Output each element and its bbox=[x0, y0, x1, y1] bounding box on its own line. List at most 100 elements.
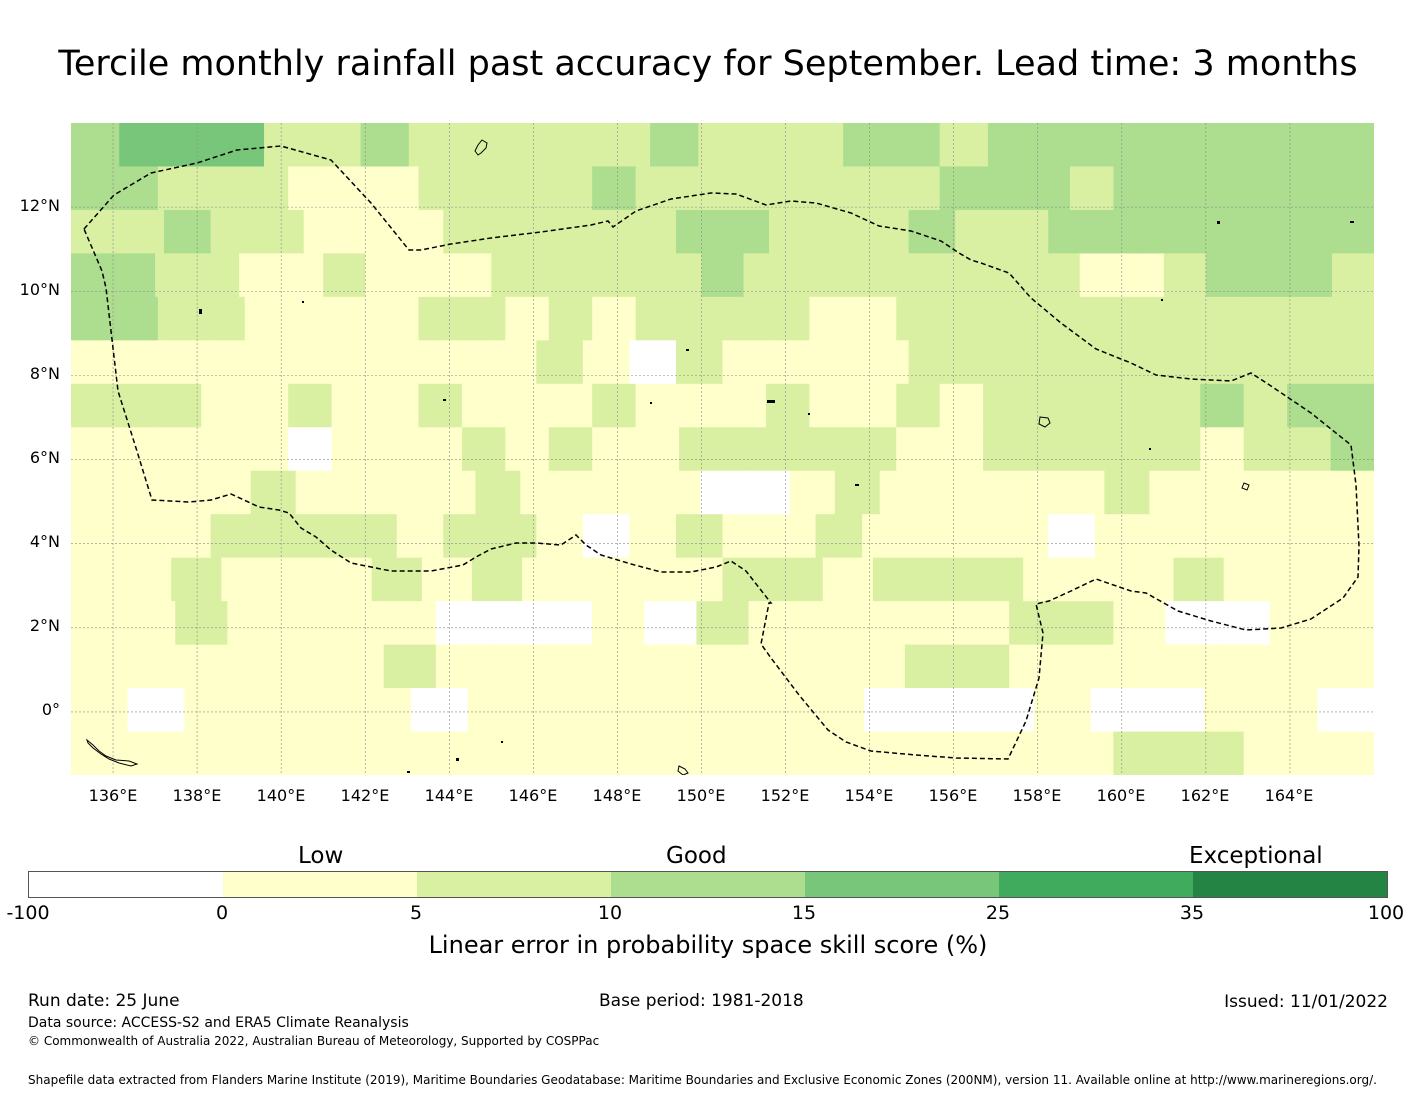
skill-grid-cell bbox=[809, 427, 854, 472]
skill-grid-cell bbox=[995, 253, 1039, 298]
skill-grid-cell bbox=[957, 601, 1010, 646]
skill-grid-cell bbox=[1287, 427, 1332, 472]
skill-grid-cell bbox=[1113, 166, 1158, 211]
skill-grid-cell bbox=[71, 296, 116, 341]
skill-grid-cell bbox=[1239, 470, 1285, 515]
skill-grid-cells bbox=[71, 123, 1374, 775]
skill-grid-cell bbox=[471, 557, 523, 602]
guam-island-outline bbox=[474, 139, 488, 156]
colorbar-band-15-25 bbox=[805, 872, 1000, 897]
skill-grid-cell bbox=[939, 296, 984, 341]
skill-grid-cell bbox=[834, 470, 881, 515]
skill-grid-cell bbox=[303, 514, 351, 559]
skill-grid-cell bbox=[1287, 383, 1332, 428]
skill-grid-cell bbox=[157, 383, 202, 428]
skill-grid-cell bbox=[164, 514, 212, 559]
skill-grid-cell bbox=[1069, 166, 1114, 211]
skill-grid-cell bbox=[872, 557, 924, 602]
skill-grid-cell bbox=[675, 340, 724, 385]
skill-grid-cell bbox=[160, 470, 207, 515]
skill-grid-cell bbox=[1330, 296, 1374, 341]
chuuk-atoll-outline bbox=[1038, 416, 1051, 428]
skill-grid-cell bbox=[383, 601, 437, 646]
skill-grid-cell bbox=[629, 514, 677, 559]
skill-grid-cell bbox=[119, 123, 169, 168]
skill-grid-cell bbox=[71, 731, 202, 775]
skill-grid-cell bbox=[746, 123, 796, 168]
skill-grid-cell bbox=[822, 557, 874, 602]
colorbar-tick: 100 bbox=[1367, 902, 1405, 924]
skill-grid-cell bbox=[71, 601, 124, 646]
skill-grid-cell bbox=[1243, 296, 1288, 341]
skill-grid-cell bbox=[1026, 383, 1071, 428]
skill-grid-cell bbox=[1234, 209, 1282, 254]
skill-grid-cell bbox=[864, 688, 922, 733]
skill-grid-cell bbox=[635, 383, 680, 428]
skill-grid-cell bbox=[592, 296, 637, 341]
skill-grid-cell bbox=[1269, 644, 1323, 689]
skill-grid-cell bbox=[983, 731, 1114, 775]
skill-grid-cell bbox=[1026, 427, 1071, 472]
skill-grid-cell bbox=[117, 514, 165, 559]
skill-grid-cell bbox=[279, 644, 333, 689]
skill-grid-cell bbox=[987, 123, 1037, 168]
skill-grid-cell bbox=[809, 166, 854, 211]
skill-grid-cell bbox=[852, 166, 897, 211]
skill-grid-cell bbox=[331, 427, 376, 472]
skill-grid-cell bbox=[123, 601, 176, 646]
skill-grid-cell bbox=[1330, 166, 1374, 211]
lon-label-156e: 156°E bbox=[928, 786, 978, 805]
skill-grid-cell bbox=[489, 514, 537, 559]
skill-grid-cell bbox=[184, 688, 242, 733]
colorbar-band-25-35 bbox=[999, 872, 1194, 897]
skill-grid-cell bbox=[288, 166, 333, 211]
skill-grid-cell bbox=[879, 470, 926, 515]
skill-grid-cell bbox=[1187, 340, 1235, 385]
skill-grid-cell bbox=[629, 340, 677, 385]
skill-grid-cell bbox=[71, 644, 124, 689]
skill-grid-cell bbox=[1243, 166, 1288, 211]
skill-grid-cell bbox=[1204, 688, 1262, 733]
skill-grid-cell bbox=[257, 514, 305, 559]
skill-grid-cell bbox=[271, 557, 323, 602]
skill-grid-cell bbox=[722, 340, 770, 385]
skill-grid-cell bbox=[1048, 209, 1096, 254]
skill-grid-cell bbox=[1113, 644, 1167, 689]
skill-grid-cell bbox=[1223, 557, 1275, 602]
colorbar-band-neg100-0 bbox=[29, 872, 224, 897]
skill-grid-cell bbox=[983, 296, 1028, 341]
skill-grid-cell bbox=[908, 209, 956, 254]
skill-grid-cell bbox=[575, 253, 619, 298]
skill-grid-cell bbox=[449, 253, 492, 298]
skill-grid-cell bbox=[939, 383, 984, 428]
skill-grid-cell bbox=[210, 340, 258, 385]
skill-grid-cell bbox=[1200, 383, 1245, 428]
skill-grid-cell bbox=[1084, 123, 1134, 168]
skill-grid-cell bbox=[175, 644, 228, 689]
skill-grid-cell bbox=[113, 253, 156, 298]
skill-grid-cell bbox=[1094, 340, 1142, 385]
skill-grid-cell bbox=[722, 209, 770, 254]
skill-grid-cell bbox=[809, 383, 854, 428]
skill-grid-cell bbox=[489, 340, 537, 385]
skill-grid-cell bbox=[279, 601, 333, 646]
skill-grid-cell bbox=[114, 166, 159, 211]
skill-grid-cell bbox=[592, 731, 724, 775]
skill-grid-cell bbox=[418, 296, 463, 341]
skill-grid-cell bbox=[244, 427, 289, 472]
skill-grid-cell bbox=[722, 427, 767, 472]
kosrae-island-outline bbox=[1241, 482, 1250, 491]
skill-grid-cell bbox=[250, 470, 297, 515]
skill-grid-cell bbox=[418, 383, 463, 428]
colorbar-tick: 35 bbox=[1179, 902, 1205, 924]
skill-grid-cell bbox=[407, 253, 450, 298]
skill-grid-cell bbox=[1234, 514, 1282, 559]
skill-grid-cell bbox=[1156, 296, 1201, 341]
skill-grid-cell bbox=[769, 514, 817, 559]
skill-grid-cell bbox=[983, 427, 1028, 472]
skill-grid-cell bbox=[637, 688, 695, 733]
colorbar-band-35-100 bbox=[1193, 872, 1387, 897]
skill-grid-cell bbox=[167, 123, 217, 168]
skill-grid-cell bbox=[983, 383, 1028, 428]
skill-grid-cell bbox=[71, 340, 119, 385]
